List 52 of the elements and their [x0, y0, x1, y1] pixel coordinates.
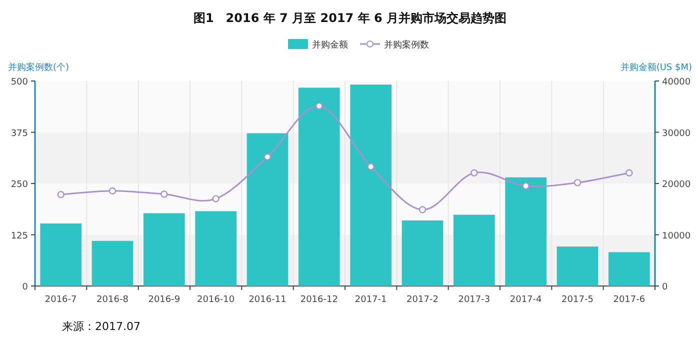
- y2-tick-label: 10000: [662, 231, 691, 242]
- x-tick-label: 2017-2: [406, 295, 438, 305]
- y-tick-label: 375: [10, 128, 28, 139]
- y2-tick-label: 40000: [662, 78, 691, 88]
- x-tick-label: 2016-7: [44, 295, 77, 305]
- point: [574, 179, 582, 186]
- legend-label: 并购案例数: [384, 40, 429, 50]
- x-tick-label: 2017-4: [510, 295, 542, 305]
- x-tick-label: 2016-11: [248, 295, 286, 305]
- bar: [246, 133, 288, 286]
- bar: [350, 84, 392, 286]
- x-tick-label: 2016-12: [300, 295, 338, 305]
- y-tick-label: 500: [10, 78, 28, 88]
- y-tick-label: 250: [10, 180, 28, 190]
- bar: [144, 213, 185, 286]
- point: [626, 169, 633, 176]
- point: [522, 182, 530, 190]
- x-tick-label: 2017-1: [354, 295, 387, 305]
- bar: [92, 240, 134, 286]
- bar: [608, 252, 650, 286]
- y2-tick-label: 20000: [662, 180, 691, 190]
- bar: [195, 211, 236, 286]
- x-tick-label: 2017-6: [613, 295, 646, 305]
- point: [316, 102, 323, 110]
- bar: [402, 220, 444, 286]
- y-tick-label: 0: [22, 282, 28, 292]
- source-note: 来源：2017.07: [62, 320, 140, 333]
- y2-tick-label: 0: [662, 282, 668, 292]
- x-tick-label: 2016-8: [96, 295, 129, 305]
- x-tick-label: 2016-9: [148, 295, 180, 305]
- bar: [40, 223, 82, 286]
- point: [57, 190, 64, 198]
- chart-title: 图1 2016 年 7 月至 2017 年 6 月并购市场交易趋势图: [193, 11, 507, 25]
- point: [160, 190, 168, 198]
- point: [212, 195, 220, 202]
- y-axis-title: 并购案例数(个): [8, 62, 70, 73]
- bar: [505, 177, 546, 286]
- bar: [454, 214, 495, 286]
- legend-label: 并购金额: [312, 40, 348, 50]
- point: [470, 169, 478, 176]
- x-tick-label: 2016-10: [197, 295, 235, 305]
- point: [264, 153, 272, 160]
- y2-tick-label: 30000: [662, 128, 691, 139]
- bar: [298, 88, 340, 286]
- point: [367, 163, 374, 170]
- bar: [556, 246, 598, 286]
- point: [108, 187, 116, 194]
- x-tick-label: 2017-5: [562, 295, 594, 305]
- y-tick-label: 125: [10, 231, 28, 242]
- y2-axis-title: 并购金额(US $M): [620, 62, 692, 73]
- x-tick-label: 2017-3: [458, 295, 490, 305]
- point: [418, 206, 426, 214]
